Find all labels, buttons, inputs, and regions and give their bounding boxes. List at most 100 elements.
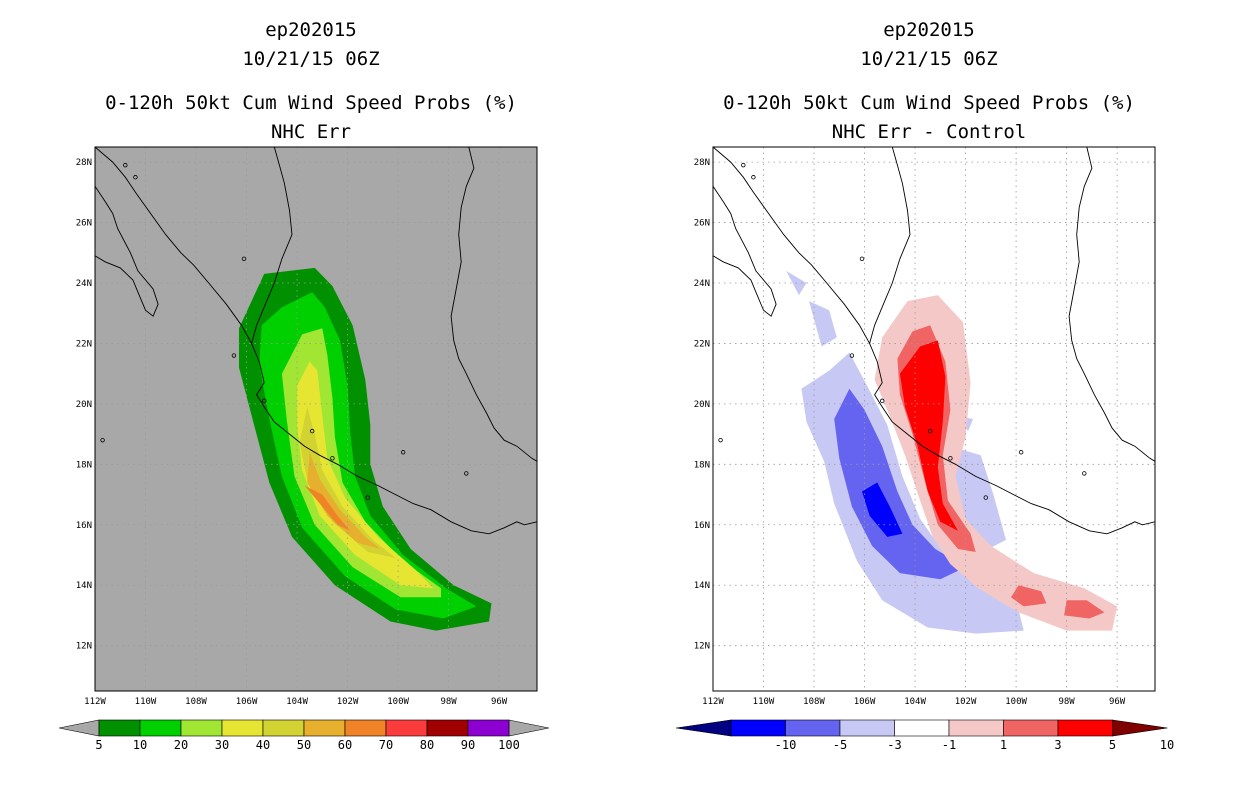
island-outline [100, 437, 105, 443]
y-tick-label: 26N [694, 219, 710, 229]
storm-id: ep202015 [265, 19, 357, 41]
colorbar-swatch [948, 719, 1004, 737]
colorbar-label: 100 [498, 738, 520, 752]
island-outline [1082, 471, 1087, 476]
colorbar-swatch [467, 719, 510, 737]
colorbar-swatch [785, 719, 841, 737]
y-tick-label: 12N [694, 642, 710, 652]
y-tick-label: 18N [76, 460, 92, 470]
island-outline [464, 471, 469, 476]
colorbar-label: 10 [1160, 738, 1174, 752]
colorbar-label: 10 [133, 738, 147, 752]
colorbar: -10 -5 -3 -1 1 3 5 10 [675, 719, 1174, 752]
y-tick-label: 28N [694, 158, 710, 168]
x-tick-label: 104W [904, 697, 926, 707]
x-tick-label: 98W [1058, 697, 1075, 707]
island-outline [880, 398, 885, 404]
coastline-segment [1068, 146, 1156, 462]
y-tick-label: 18N [694, 460, 710, 470]
colorbar-swatch [221, 719, 264, 737]
x-tick-label: 112W [84, 697, 106, 707]
colorbar-label: -3 [887, 738, 901, 752]
coastline-segment [712, 146, 1156, 535]
coastline-segment [94, 146, 538, 535]
colorbar-label: 5 [1109, 738, 1116, 752]
coastline [712, 146, 1156, 535]
y-tick-label: 14N [694, 581, 710, 591]
coastline-segment [712, 186, 777, 317]
colorbar-low-arrow [675, 719, 732, 737]
colorbar-swatch [98, 719, 141, 737]
y-tick-label: 26N [76, 219, 92, 229]
island-outline [983, 495, 988, 500]
coastline-segment [869, 146, 911, 344]
island-outline [928, 428, 933, 434]
colorbar-label: 30 [215, 738, 229, 752]
contour-level-neg3 [834, 388, 966, 580]
grid-lines [712, 147, 1155, 691]
chart-subtitle: NHC Err [271, 121, 351, 143]
x-tick-label: 106W [854, 697, 876, 707]
island-outline [365, 495, 370, 500]
y-tick-label: 16N [76, 521, 92, 531]
colorbar-swatch [385, 719, 428, 737]
right-panel: ep202015 10/21/15 06Z 0-120h 50kt Cum Wi… [675, 19, 1174, 752]
island-outline [859, 256, 865, 262]
y-tick-label: 20N [694, 400, 710, 410]
island-outline [948, 456, 953, 461]
colorbar: 5 10 20 30 40 50 60 70 80 90 100 [58, 719, 550, 752]
contour-level-60 [304, 485, 351, 531]
colorbar-label: -10 [775, 738, 797, 752]
x-tick-label: 110W [753, 697, 775, 707]
plot-frame [712, 146, 1156, 692]
contour-level-3 [1064, 600, 1105, 619]
colorbar-swatch [262, 719, 305, 737]
colorbar-swatch [1057, 719, 1113, 737]
island-outline [330, 456, 335, 461]
island-outline [262, 398, 267, 404]
x-tick-label: 108W [185, 697, 207, 707]
chart-title: 0-120h 50kt Cum Wind Speed Probs (%) [723, 92, 1135, 114]
colorbar-swatch [894, 719, 950, 737]
colorbar-label: 90 [461, 738, 475, 752]
y-tick-label: 16N [694, 521, 710, 531]
colorbar-label: 60 [338, 738, 352, 752]
colorbar-label: 20 [174, 738, 188, 752]
colorbar-swatch [139, 719, 182, 737]
y-tick-label: 24N [694, 279, 710, 289]
x-tick-label: 96W [1109, 697, 1126, 707]
island-outline [741, 162, 746, 168]
coastline-segment [450, 146, 538, 462]
x-tick-label: 108W [803, 697, 825, 707]
x-tick-label: 98W [440, 697, 457, 707]
island-outline [718, 437, 723, 443]
colorbar-high-arrow [508, 719, 550, 737]
left-panel: ep202015 10/21/15 06Z 0-120h 50kt Cum Wi… [58, 19, 550, 752]
chart-title: 0-120h 50kt Cum Wind Speed Probs (%) [105, 92, 517, 114]
x-tick-label: 112W [702, 697, 724, 707]
colorbar-swatch [344, 719, 387, 737]
y-tick-label: 12N [76, 642, 92, 652]
contour-level-5 [899, 340, 958, 531]
chart-subtitle: NHC Err - Control [832, 121, 1026, 143]
x-tick-label: 104W [286, 697, 308, 707]
island-outline [400, 450, 406, 455]
island-outline [1018, 450, 1024, 455]
date-label: 10/21/15 06Z [242, 48, 379, 70]
colorbar-label: 1 [1000, 738, 1007, 752]
x-tick-label: 102W [337, 697, 359, 707]
colorbar-low-arrow [58, 719, 100, 737]
colorbar-swatch [180, 719, 223, 737]
colorbar-label: 50 [297, 738, 311, 752]
x-tick-label: 100W [1005, 697, 1027, 707]
island-outline [133, 175, 138, 180]
x-tick-label: 100W [387, 697, 409, 707]
storm-id: ep202015 [883, 19, 975, 41]
coastline-segment [94, 186, 159, 317]
y-tick-label: 22N [694, 339, 710, 349]
coastline-segment [251, 146, 293, 344]
colorbar-label: 40 [256, 738, 270, 752]
contour-level-neg1 [809, 301, 837, 347]
colorbar-label: 70 [379, 738, 393, 752]
date-label: 10/21/15 06Z [860, 48, 997, 70]
